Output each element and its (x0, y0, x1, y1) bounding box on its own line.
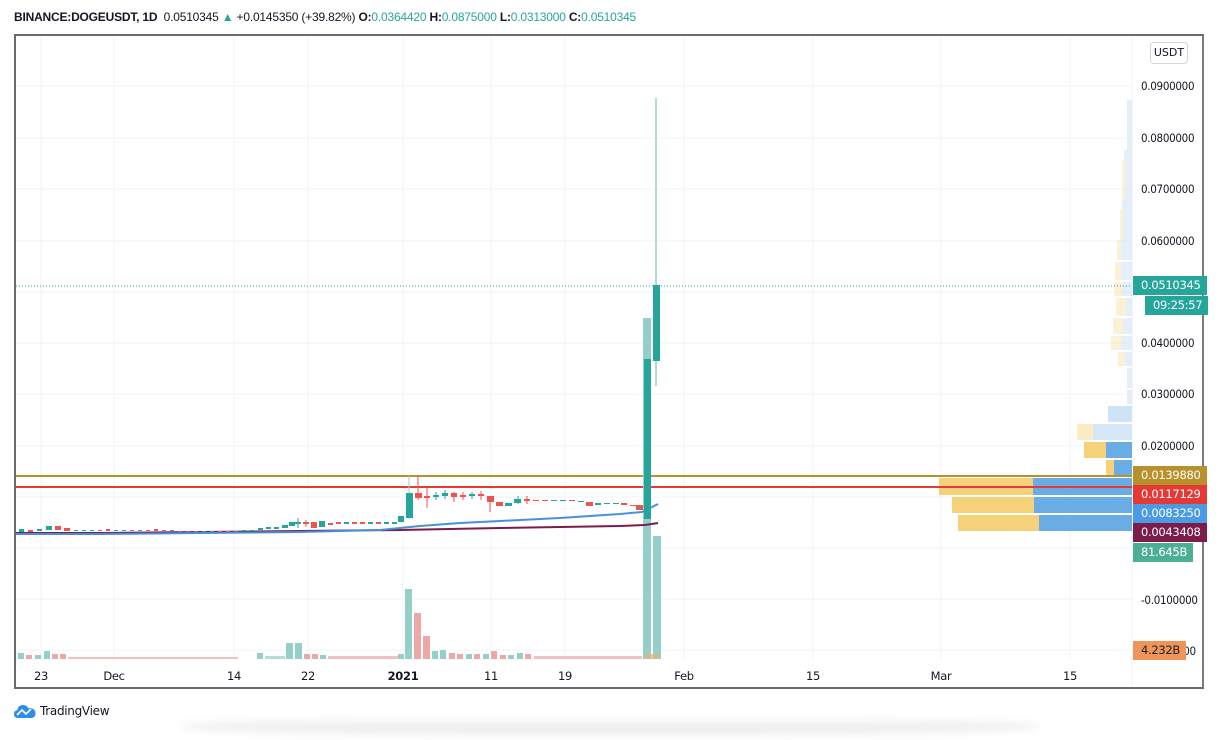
countdown-tag: 09:25:57 (1145, 296, 1209, 315)
ma-blue-line[interactable] (16, 503, 659, 535)
tradingview-cloud-icon (14, 705, 36, 718)
time-tick: Mar (930, 669, 952, 683)
price-tick: 0.0600000 (1141, 234, 1195, 248)
last-candle (653, 285, 660, 361)
open-value: 0.0364420 (371, 10, 427, 24)
price-tick: 0.0900000 (1141, 79, 1195, 93)
high-value: 0.0875000 (441, 10, 497, 24)
brand-name: TradingView (40, 704, 110, 718)
time-tick: 15 (1062, 669, 1078, 683)
volume-tag: 4.232B (1133, 641, 1187, 660)
time-tick: Feb (674, 669, 694, 683)
time-tick: 11 (483, 669, 499, 683)
volume-profile-lower (939, 406, 1132, 531)
price-change: +0.0145350 (+39.82%) (236, 10, 356, 24)
tradingview-logo[interactable]: TradingView (14, 703, 110, 719)
low-value: 0.0313000 (510, 10, 566, 24)
close-label: C: (568, 10, 582, 24)
price-tick: 0.0300000 (1141, 387, 1195, 401)
symbol-name[interactable]: BINANCE:DOGEUSDT, 1D (14, 10, 158, 24)
last-price: 0.0510345 (163, 10, 219, 24)
time-tick: Dec (103, 669, 125, 683)
grid (16, 36, 1133, 687)
open-label: O: (358, 10, 372, 24)
gold-level-tag: 0.0139880 (1133, 466, 1207, 485)
volume-profile (1111, 100, 1132, 404)
time-tick: 15 (805, 669, 821, 683)
price-tick: 0.0800000 (1141, 131, 1195, 145)
close-value: 0.0510345 (581, 10, 637, 24)
time-tick: 23 (33, 669, 49, 683)
red-level-tag: 0.0117129 (1133, 485, 1207, 504)
low-label: L: (499, 10, 511, 24)
currency-button[interactable]: USDT (1150, 42, 1188, 64)
price-tick: 0.0200000 (1141, 439, 1195, 453)
candlesticks (19, 98, 660, 532)
time-tick: 19 (557, 669, 573, 683)
time-tick: 22 (300, 669, 316, 683)
chart-frame[interactable] (14, 34, 1204, 689)
symbol-legend: BINANCE:DOGEUSDT, 1D 0.0510345 ▲ +0.0145… (14, 10, 636, 24)
last-price-tag: 0.0510345 (1133, 276, 1207, 295)
price-tick: 0.0700000 (1141, 182, 1195, 196)
volume-ma-tag: 81.645B (1133, 543, 1194, 562)
time-tick: 14 (226, 669, 242, 683)
time-tick: 2021 (387, 669, 419, 683)
ma-blue-tag: 0.0083250 (1133, 504, 1207, 523)
bottom-shadow (180, 716, 1040, 736)
ma-maroon-tag: 0.0043408 (1133, 523, 1207, 542)
price-tick: 0.0400000 (1141, 336, 1195, 350)
price-tick: -0.0100000 (1141, 593, 1198, 607)
high-label: H: (429, 10, 442, 24)
up-arrow-icon: ▲ (221, 10, 234, 24)
